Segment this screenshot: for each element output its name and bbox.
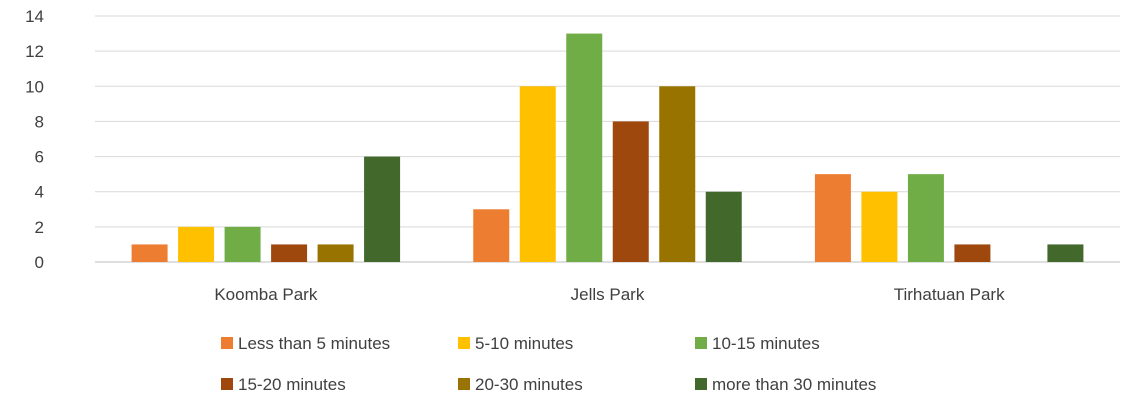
legend-swatch [221,378,233,390]
bar-15-20-minutes-tirhatuan-park [954,244,991,262]
gridlines [95,15,1120,263]
bar-10-15-minutes-koomba-park [224,226,261,262]
bar-less-than-5-minutes-koomba-park [131,244,168,262]
legend: Less than 5 minutes 5-10 minutes 10-15 min… [221,334,876,394]
legend-swatch [695,378,707,390]
y-tick-label: 6 [35,148,44,167]
category-label: Tirhatuan Park [894,285,1005,304]
bar-more-than-30-minutes-tirhatuan-park [1047,244,1084,262]
x-axis: Koomba Park Jells Park Tirhatuan Park [214,285,1005,304]
bar-5-10-minutes-tirhatuan-park [861,191,898,262]
legend-label: 20-30 minutes [475,375,583,394]
bar-20-30-minutes-koomba-park [317,244,354,262]
legend-label: more than 30 minutes [712,375,876,394]
bar-15-20-minutes-koomba-park [271,244,308,262]
bar-more-than-30-minutes-koomba-park [364,156,401,262]
y-axis: 0 2 4 6 8 10 12 14 [25,7,44,272]
bar-less-than-5-minutes-jells-park [473,209,510,262]
y-tick-label: 8 [35,112,44,131]
legend-swatch [458,378,470,390]
legend-swatch [695,337,707,349]
category-label: Jells Park [571,285,645,304]
y-tick-label: 0 [35,253,44,272]
legend-label: Less than 5 minutes [238,334,390,353]
legend-label: 5-10 minutes [475,334,573,353]
bar-5-10-minutes-koomba-park [178,226,215,262]
y-tick-label: 4 [35,183,44,202]
legend-label: 15-20 minutes [238,375,346,394]
legend-swatch [458,337,470,349]
y-tick-label: 2 [35,218,44,237]
y-tick-label: 14 [25,7,44,26]
bar-more-than-30-minutes-jells-park [705,191,742,262]
bar-10-15-minutes-jells-park [566,33,603,263]
bar-less-than-5-minutes-tirhatuan-park [814,174,851,262]
y-tick-label: 10 [25,77,44,96]
bars [131,33,1084,263]
category-label: Koomba Park [214,285,317,304]
legend-swatch [221,337,233,349]
bar-10-15-minutes-tirhatuan-park [907,174,944,262]
y-tick-label: 12 [25,42,44,61]
bar-15-20-minutes-jells-park [612,121,649,262]
legend-label: 10-15 minutes [712,334,820,353]
bar-20-30-minutes-jells-park [659,86,696,263]
bar-5-10-minutes-jells-park [519,86,556,263]
